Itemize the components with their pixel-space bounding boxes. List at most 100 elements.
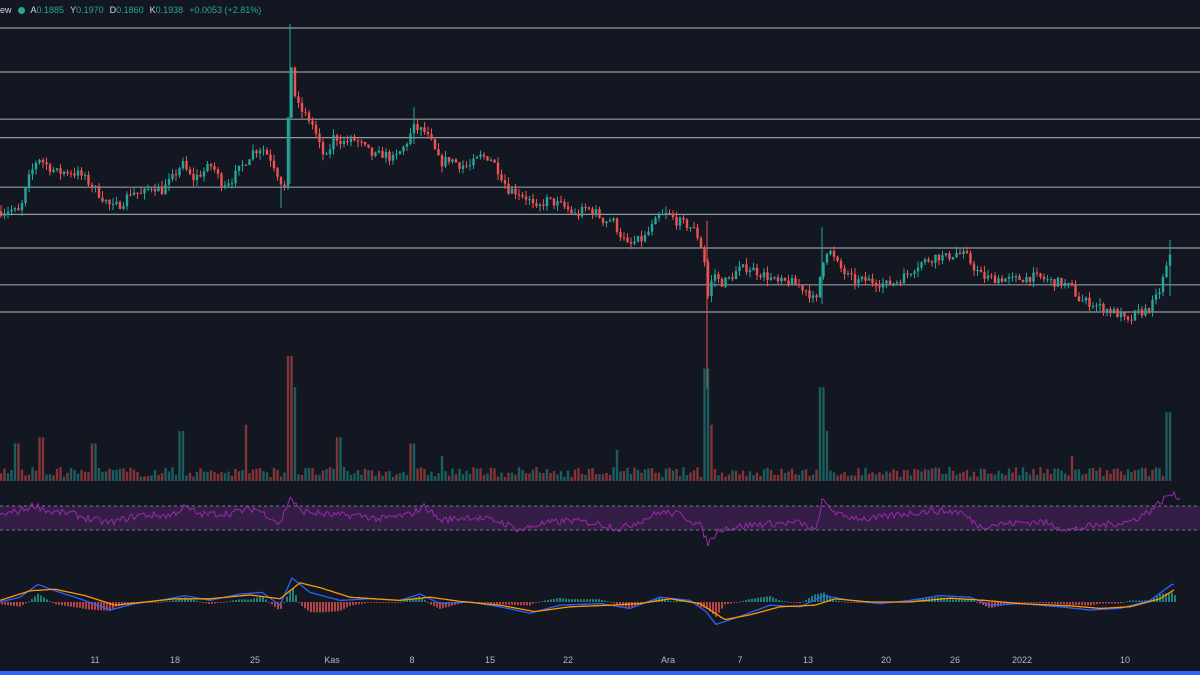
candle-body bbox=[934, 254, 937, 263]
volume-bar bbox=[321, 470, 325, 481]
macd-histogram-bar bbox=[532, 602, 534, 604]
volume-bar bbox=[860, 475, 864, 481]
volume-bar bbox=[1049, 473, 1053, 481]
volume-bar bbox=[41, 437, 45, 481]
candle-body bbox=[1049, 279, 1053, 281]
volume-bar bbox=[227, 471, 230, 481]
change-value: +0.0053 (+2.81%) bbox=[189, 5, 262, 15]
candle-body bbox=[160, 186, 164, 195]
volume-bar bbox=[363, 468, 367, 481]
candle-body bbox=[125, 194, 129, 207]
macd-histogram-bar bbox=[451, 602, 453, 606]
macd-histogram-bar bbox=[577, 599, 579, 602]
candle-body bbox=[1084, 297, 1088, 301]
volume-bar bbox=[528, 473, 531, 481]
candle-body bbox=[636, 236, 640, 242]
candle-body bbox=[447, 157, 451, 162]
candle-body bbox=[272, 160, 276, 169]
candle-body bbox=[59, 168, 62, 174]
macd-histogram-bar bbox=[121, 602, 123, 606]
volume-bar bbox=[237, 471, 241, 481]
volume-bar bbox=[405, 475, 409, 481]
macd-histogram-bar bbox=[427, 602, 429, 603]
macd-histogram-bar bbox=[346, 602, 348, 608]
volume-bar bbox=[479, 468, 482, 481]
macd-histogram-bar bbox=[199, 601, 201, 603]
macd-histogram-bar bbox=[367, 602, 369, 603]
candle-body bbox=[811, 295, 815, 299]
volume-bar bbox=[423, 469, 426, 481]
volume-bar bbox=[125, 471, 129, 481]
macd-histogram-bar bbox=[1099, 602, 1101, 604]
macd-histogram-bar bbox=[802, 601, 804, 603]
candle-body bbox=[731, 277, 734, 280]
volume-bar bbox=[727, 474, 731, 481]
macd-histogram-bar bbox=[607, 601, 609, 603]
x-tick-label: Kas bbox=[324, 655, 340, 665]
volume-bar bbox=[290, 356, 293, 481]
candle-body bbox=[108, 200, 111, 205]
candle-body bbox=[587, 207, 591, 209]
volume-bar bbox=[38, 437, 41, 481]
candle-body bbox=[958, 252, 962, 254]
volume-bar bbox=[111, 470, 115, 481]
macd-histogram-bar bbox=[841, 601, 843, 603]
candle-body bbox=[430, 134, 433, 140]
macd-histogram-bar bbox=[742, 600, 744, 602]
macd-histogram-bar bbox=[766, 596, 768, 602]
macd-histogram-bar bbox=[1090, 602, 1092, 606]
candle-body bbox=[605, 221, 608, 224]
volume-bar bbox=[1074, 469, 1077, 481]
volume-bar bbox=[647, 468, 650, 481]
candle-body bbox=[405, 143, 409, 147]
candle-body bbox=[818, 276, 822, 298]
volume-bar bbox=[87, 472, 90, 481]
macd-histogram-bar bbox=[673, 600, 675, 602]
candle-body bbox=[678, 217, 682, 226]
volume-bar bbox=[913, 468, 916, 481]
candle-body bbox=[262, 149, 265, 151]
macd-histogram-bar bbox=[1120, 602, 1122, 604]
volume-bar bbox=[181, 431, 185, 481]
macd-histogram-bar bbox=[1033, 602, 1035, 603]
macd-histogram-bar bbox=[715, 602, 717, 617]
macd-histogram-bar bbox=[1000, 602, 1002, 606]
candle-body bbox=[377, 150, 381, 153]
volume-bar bbox=[556, 474, 559, 481]
volume-bar bbox=[276, 469, 279, 481]
close-number: 0.1938 bbox=[155, 5, 184, 15]
macd-histogram-bar bbox=[112, 602, 114, 609]
candle-body bbox=[976, 270, 979, 272]
macd-histogram-bar bbox=[394, 602, 396, 603]
volume-bar bbox=[682, 467, 685, 481]
volume-bar bbox=[1161, 475, 1165, 481]
candle-body bbox=[157, 186, 160, 192]
macd-histogram-bar bbox=[439, 602, 441, 610]
volume-bar bbox=[972, 471, 976, 481]
macd-histogram-bar bbox=[1096, 602, 1098, 605]
macd-histogram-bar bbox=[1072, 602, 1074, 605]
volume-bar bbox=[594, 473, 598, 481]
volume-bar bbox=[857, 468, 860, 481]
candle-body bbox=[1077, 296, 1081, 302]
candle-body bbox=[171, 174, 174, 179]
macd-histogram-bar bbox=[31, 599, 33, 602]
candle-body bbox=[356, 140, 360, 142]
volume-bar bbox=[248, 472, 251, 481]
candle-body bbox=[1102, 304, 1105, 313]
volume-bar bbox=[307, 467, 311, 481]
candle-body bbox=[41, 159, 45, 163]
volume-bar bbox=[906, 470, 909, 481]
macd-histogram-bar bbox=[289, 590, 291, 602]
macd-histogram-bar bbox=[724, 602, 726, 605]
candle-body bbox=[409, 133, 412, 144]
volume-bar bbox=[416, 468, 419, 481]
volume-bar bbox=[664, 468, 668, 481]
volume-bar bbox=[1032, 468, 1035, 481]
candle-body bbox=[570, 209, 573, 214]
candle-body bbox=[542, 204, 545, 207]
macd-histogram-bar bbox=[499, 602, 501, 605]
volume-bar bbox=[6, 473, 10, 481]
candle-body bbox=[535, 203, 538, 207]
